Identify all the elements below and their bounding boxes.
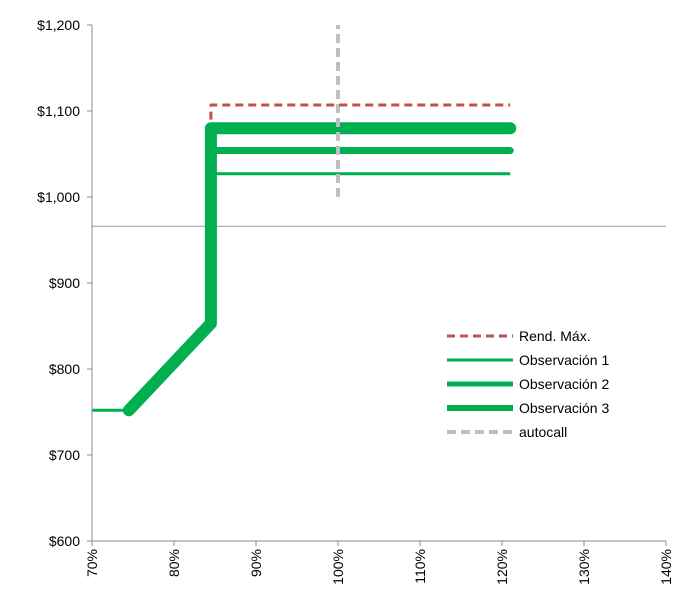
x-tick-label: 90%	[248, 549, 264, 577]
x-tick-label: 80%	[166, 549, 182, 577]
legend-label: Observación 2	[519, 376, 609, 392]
legend-label: Observación 3	[519, 400, 609, 416]
y-tick-label: $1,000	[37, 189, 80, 205]
x-tick-label: 140%	[658, 549, 674, 585]
y-tick-label: $1,100	[37, 103, 80, 119]
series-line-observaci-n-3	[122, 122, 517, 417]
y-tick-label: $1,200	[37, 17, 80, 33]
x-tick-label: 110%	[412, 549, 428, 584]
legend: Rend. Máx. Observación 1 Observación 2 Obse…	[447, 328, 609, 440]
series-line-rend-m-x	[209, 103, 511, 120]
legend-label: autocall	[519, 424, 567, 440]
y-tick-label: $900	[49, 275, 80, 291]
x-tick-label: 130%	[576, 549, 592, 585]
y-tick-label: $800	[49, 361, 80, 377]
x-tick-label: 100%	[330, 549, 346, 585]
y-tick-label: $600	[49, 533, 80, 549]
series-layer	[92, 25, 517, 417]
legend-label: Observación 1	[519, 352, 609, 368]
x-tick-label: 70%	[84, 549, 100, 577]
series-line-observaci-n-1	[92, 172, 511, 412]
y-tick-label: $700	[49, 447, 80, 463]
axis-layer: $600 $700 $800 $900 $1,000 $1,100 $1,200 70% 80%…	[37, 17, 674, 585]
series-line-observaci-n-2	[125, 147, 514, 414]
legend-label: Rend. Máx.	[519, 328, 591, 344]
x-tick-label: 120%	[494, 549, 510, 585]
